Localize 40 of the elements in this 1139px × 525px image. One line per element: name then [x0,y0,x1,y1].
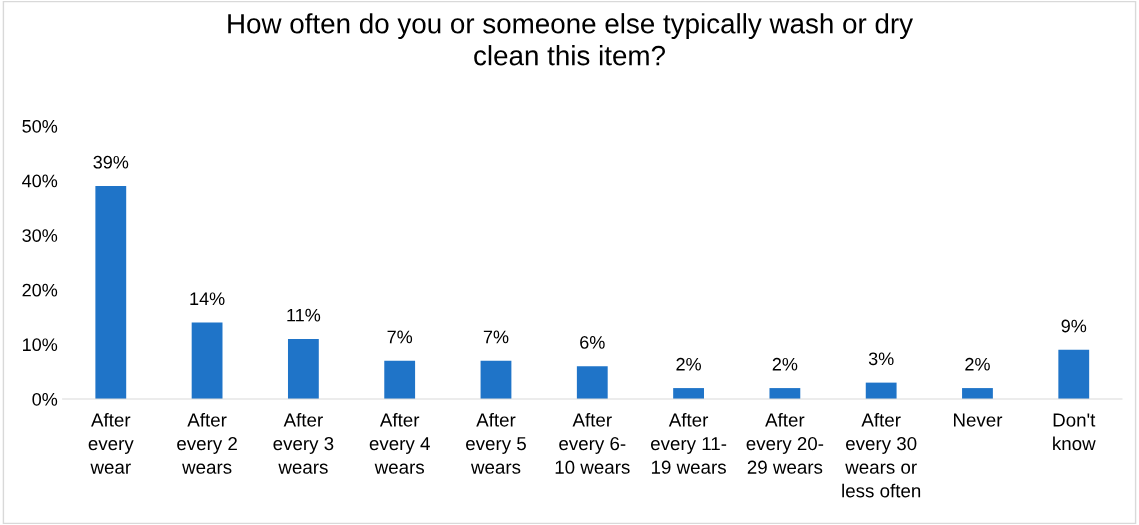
y-tick-label: 10% [23,338,58,352]
bar [673,388,704,399]
data-label: 2% [772,357,798,371]
data-label: 2% [965,357,990,371]
data-label: 7% [483,330,509,344]
y-tick-label: 50% [22,119,58,133]
bar [480,360,512,399]
bar [576,366,608,399]
bar [95,186,127,399]
x-tick-label: Don't know [1053,413,1096,451]
bar [287,338,319,399]
x-tick-label: After every 5 wears [466,412,526,474]
x-tick-label: After every 6- 10 wears [555,412,630,474]
data-label: 39% [93,155,129,169]
y-tick-label: 20% [22,283,58,297]
x-tick-label: After every 2 wears [177,412,237,474]
bar [769,388,801,399]
data-label: 14% [190,292,225,306]
bar [962,388,993,399]
y-tick-label: 40% [22,174,58,188]
bar [384,360,416,399]
y-tick-label: 0% [32,392,58,406]
data-label: 11% [287,308,321,322]
data-label: 9% [1061,319,1087,333]
data-label: 6% [580,336,605,349]
bar [1058,349,1090,399]
x-tick-label: After every 4 wears [369,412,430,474]
data-label: 2% [676,357,701,371]
bar [191,322,223,399]
x-tick-label: After every wear [88,412,134,474]
x-tick-label: After every 3 wears [273,412,334,474]
chart-title: How often do you or someone else typically wash or dry clean this item? [228,13,913,66]
x-tick-label: Never [954,413,1003,427]
x-tick-label: After every 30 wears or less often [842,412,921,498]
x-tick-label: After every 11- 19 wears [650,412,727,474]
bar [865,382,897,399]
x-tick-label: After every 20- 29 wears [746,412,824,474]
data-label: 3% [868,352,894,366]
y-tick-label: 30% [22,229,58,242]
data-label: 7% [387,330,413,344]
